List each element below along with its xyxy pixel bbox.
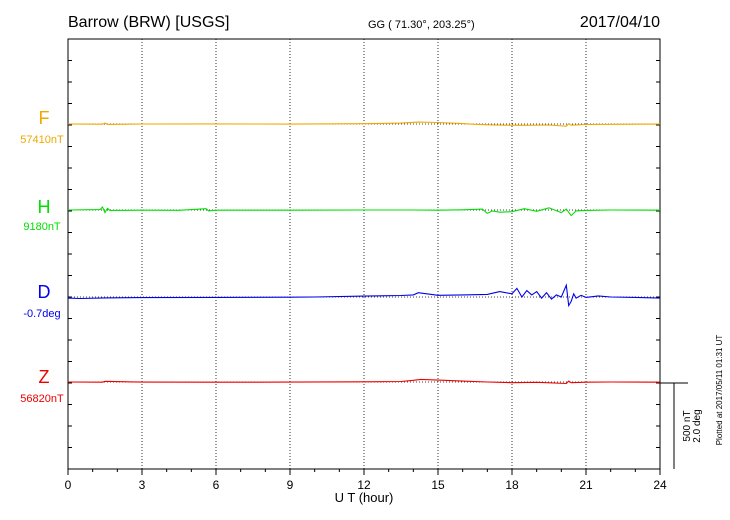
scale-nt-label: 500 nT <box>682 410 693 441</box>
date-label: 2017/04/10 <box>580 14 660 31</box>
scale-deg-label: 2.0 deg <box>692 409 703 442</box>
series-z-name: Z <box>39 367 50 387</box>
series-labels: F 57410nT H 9180nT D -0.7deg Z 56820nT <box>20 108 64 405</box>
plotted-note: Plotted at 2017/05/11 01:31 UT <box>715 335 724 446</box>
x-tick-label: 0 <box>65 478 72 492</box>
x-tick-label: 12 <box>357 478 371 492</box>
x-axis-label: U T (hour) <box>335 490 394 505</box>
series-d-name: D <box>38 282 51 302</box>
series-h-line <box>67 206 661 217</box>
series-h-name: H <box>38 197 51 217</box>
series-f-baseline-value: 57410nT <box>20 134 64 146</box>
series-z-baseline-value: 56820nT <box>20 393 64 405</box>
series-z-line <box>67 378 661 385</box>
x-tick-label: 18 <box>505 478 519 492</box>
series-f-name: F <box>39 108 50 128</box>
series-f-line <box>67 121 661 127</box>
series-d-baseline-value: -0.7deg <box>23 308 60 320</box>
coordinates-label: GG ( 71.30°, 203.25°) <box>368 19 475 31</box>
grid <box>141 39 587 469</box>
x-tick-label: 21 <box>579 478 593 492</box>
series-group <box>67 121 661 385</box>
x-tick-label: 9 <box>287 478 294 492</box>
axis-ticks: 0 3 6 9 12 15 18 21 24 <box>65 38 667 492</box>
x-tick-label: 6 <box>213 478 220 492</box>
x-tick-label: 24 <box>653 478 667 492</box>
station-title: Barrow (BRW) [USGS] <box>68 14 230 31</box>
series-d-line <box>67 283 661 308</box>
x-tick-label: 15 <box>431 478 445 492</box>
x-tick-label: 3 <box>139 478 146 492</box>
plot-frame <box>67 38 661 470</box>
series-h-baseline-value: 9180nT <box>23 221 61 233</box>
